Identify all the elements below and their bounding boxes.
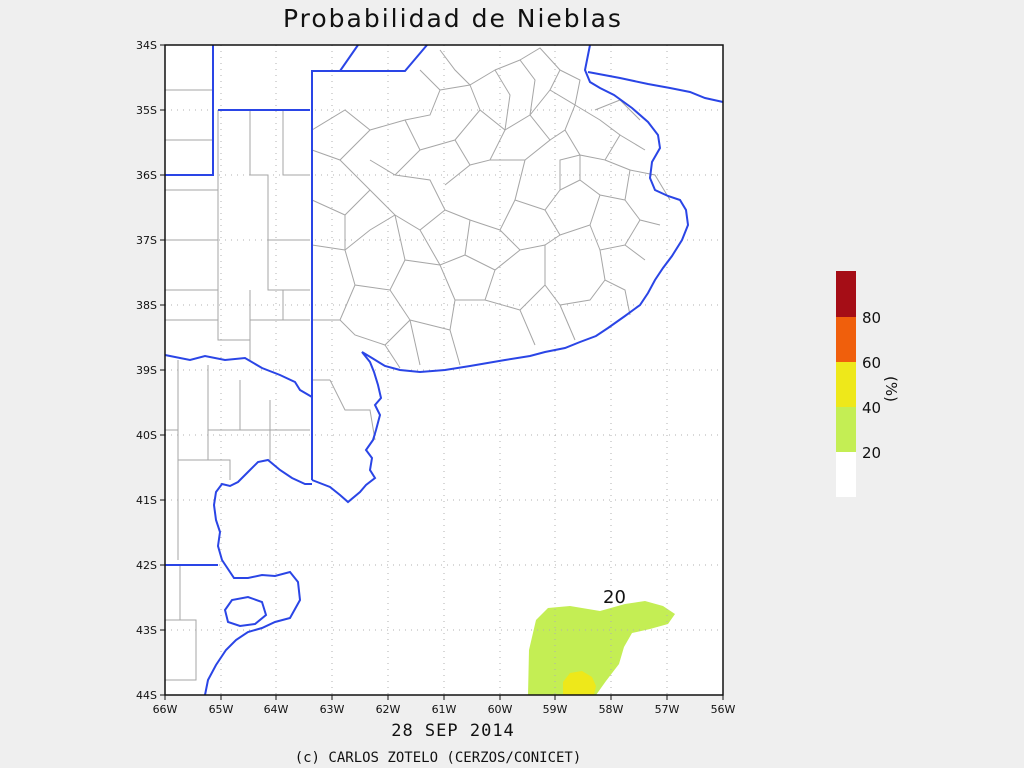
coastline: [164, 354, 313, 398]
coastline-and-provinces: [164, 44, 724, 696]
lon-axis: [164, 695, 724, 700]
map-title: Probabilidad de Nieblas: [283, 4, 623, 33]
fog-area-20-40: [528, 601, 675, 695]
colorbar-label: 60: [862, 354, 882, 372]
lat-label: 37S: [136, 234, 157, 247]
province-boundary: [311, 44, 359, 480]
district-boundaries: [165, 47, 671, 681]
grid-lines: [165, 45, 723, 695]
colorbar: [836, 271, 856, 497]
lat-label: 38S: [136, 299, 157, 312]
lon-label: 56W: [711, 703, 736, 716]
fog-area-40-60: [563, 671, 596, 695]
colorbar-label: 80: [862, 309, 882, 327]
colorbar-label: 20: [862, 444, 882, 462]
colorbar-label: 40: [862, 399, 882, 417]
lat-label: 35S: [136, 104, 157, 117]
lat-label: 40S: [136, 429, 157, 442]
colorbar-segment-60-80: [836, 317, 856, 362]
lon-label: 63W: [320, 703, 345, 716]
colorbar-segment-80-100: [836, 271, 856, 317]
lon-label: 65W: [209, 703, 234, 716]
contour-label: 20: [603, 587, 626, 608]
lon-label: 66W: [153, 703, 178, 716]
lon-label: 61W: [432, 703, 457, 716]
fog-shading: [528, 601, 675, 695]
credit-line: (c) CARLOS ZOTELO (CERZOS/CONICET): [294, 750, 582, 766]
lon-labels: 66W 65W 64W 63W 62W 61W 60W 59W 58W 57W …: [153, 703, 736, 716]
lat-label: 43S: [136, 624, 157, 637]
lat-axis: [160, 44, 165, 696]
lat-label: 34S: [136, 39, 157, 52]
lon-label: 62W: [376, 703, 401, 716]
coastline: [223, 595, 268, 628]
province-boundary: [340, 44, 428, 72]
lat-label: 42S: [136, 559, 157, 572]
lon-label: 58W: [599, 703, 624, 716]
lon-label: 64W: [264, 703, 289, 716]
lat-labels: 34S 35S 36S 37S 38S 39S 40S 41S 42S 43S …: [136, 39, 157, 702]
map-date: 28 SEP 2014: [391, 721, 515, 741]
lon-label: 60W: [488, 703, 513, 716]
colorbar-units: (%): [882, 376, 900, 402]
coastline: [311, 44, 690, 504]
lon-label: 59W: [543, 703, 568, 716]
colorbar-segment-0-20: [836, 452, 856, 497]
colorbar-segment-40-60: [836, 362, 856, 407]
lat-label: 36S: [136, 169, 157, 182]
lat-label: 41S: [136, 494, 157, 507]
lat-label: 39S: [136, 364, 157, 377]
province-boundary: [165, 45, 214, 176]
colorbar-segment-20-40: [836, 407, 856, 452]
coastline: [587, 71, 724, 103]
lat-label: 44S: [136, 689, 157, 702]
lon-label: 57W: [655, 703, 680, 716]
coastline: [204, 458, 312, 696]
